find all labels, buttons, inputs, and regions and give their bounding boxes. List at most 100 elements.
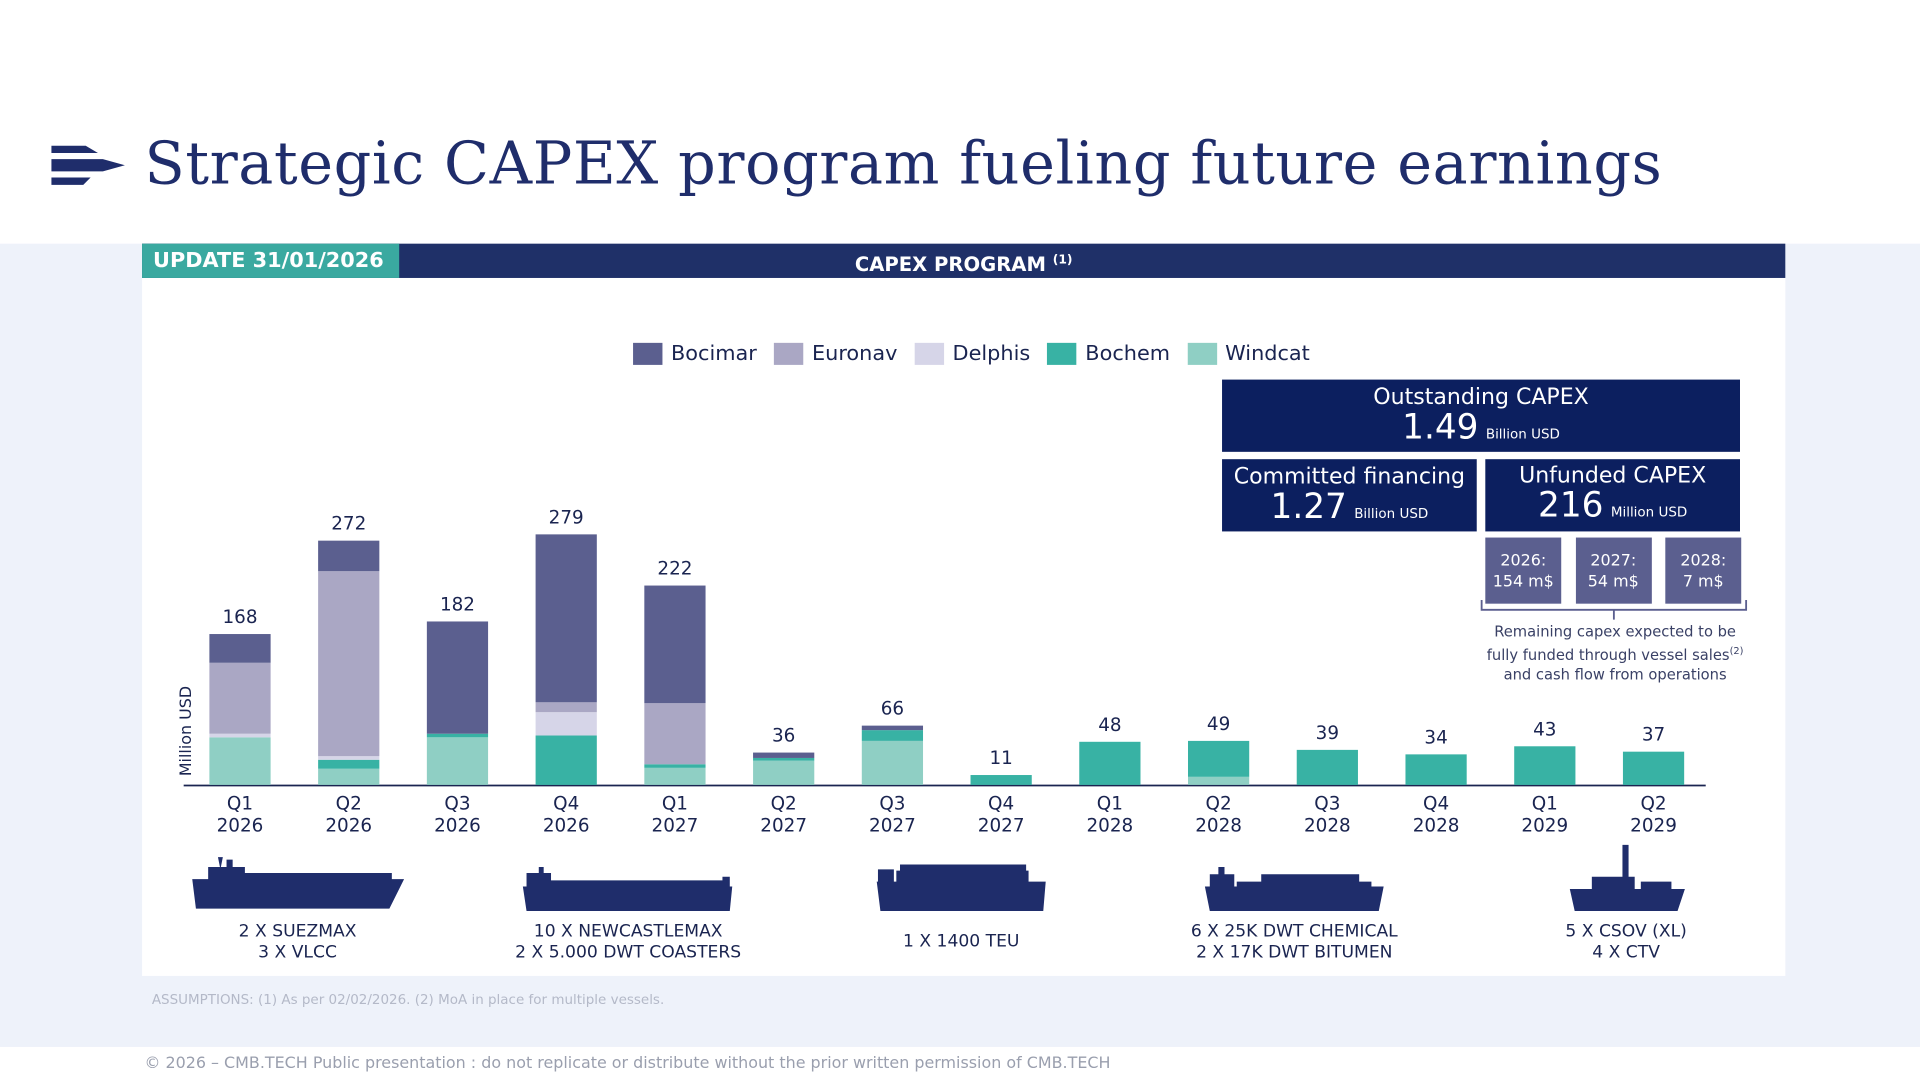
bar-segment [318, 756, 380, 760]
note-sup: (2) [1729, 645, 1744, 657]
year-amount: 54 m$ [1587, 573, 1639, 592]
bar-segment [535, 735, 597, 785]
committed-value: 1.27 [1270, 486, 1347, 527]
outstanding-unit: Billion USD [1485, 426, 1560, 443]
ship-icon [522, 866, 733, 912]
bar-segment [535, 534, 597, 703]
bar-segment [753, 757, 815, 761]
ship-line: 10 X NEWCASTLEMAX [533, 922, 723, 942]
assumptions: ASSUMPTIONS: (1) As per 02/02/2026. (2) … [151, 991, 665, 1008]
ship-caption: 10 X NEWCASTLEMAX 2 X 5.000 DWT COASTERS [469, 922, 787, 964]
bar-segment [1079, 741, 1141, 785]
total-label: 222 [657, 559, 692, 580]
year-label: 2028: [1680, 552, 1727, 571]
legend-swatch [914, 342, 944, 365]
x-tick-label: Q4 2028 [1412, 792, 1460, 837]
logo [51, 145, 125, 185]
legend-label: Bochem [1085, 341, 1171, 367]
bar-segment [209, 737, 271, 785]
x-tick-label: Q1 2026 [216, 792, 264, 837]
bar-segment [426, 737, 489, 785]
bracket [1480, 600, 1748, 620]
ship-line: 2 X 5.000 DWT COASTERS [515, 942, 742, 963]
total-label: 34 [1424, 727, 1447, 748]
legend-item: Bochem [1047, 342, 1170, 366]
ship-line: 2 X 17K DWT BITUMEN [1196, 942, 1393, 963]
ship-line: 1 X 1400 TEU [902, 931, 1020, 952]
bar-segment [970, 775, 1032, 785]
unfunded-value: 216 [1538, 484, 1604, 526]
year-label: 2027: [1590, 552, 1637, 571]
x-tick-label: Q1 2029 [1521, 792, 1569, 837]
x-tick-label: Q1 2027 [651, 792, 699, 837]
ship-caption: 5 X CSOV (XL) 4 X CTV [1467, 922, 1785, 964]
ship-icons [192, 844, 1685, 912]
bar-segment [644, 767, 706, 785]
bar-segment [644, 764, 706, 768]
x-tick-label: Q3 2028 [1303, 792, 1351, 837]
legend-label: Euronav [811, 341, 898, 367]
committed-label: Committed financing [1233, 464, 1466, 490]
bar-segment [861, 725, 924, 731]
bar-segment [861, 730, 924, 741]
bar-segment [318, 571, 380, 757]
bar-segment [753, 752, 815, 758]
committed-box: Committed financing 1.27 Billion USD [1222, 459, 1477, 532]
year-label: 2026: [1500, 552, 1547, 571]
ship-caption: 1 X 1400 TEU [802, 932, 1120, 953]
outstanding-label: Outstanding CAPEX [1373, 384, 1589, 411]
x-tick-label: Q2 2029 [1630, 792, 1677, 837]
legend-item: Bocimar [633, 342, 757, 366]
total-label: 43 [1533, 719, 1556, 740]
bar-segment [426, 733, 489, 738]
year-box: 2026: 154 m$ [1485, 537, 1562, 604]
total-label: 279 [549, 507, 584, 528]
unfunded-box: Unfunded CAPEX 216 Million USD [1485, 459, 1741, 532]
bar-segment [318, 768, 380, 785]
note: Remaining capex expected to be fully fun… [1480, 622, 1749, 684]
legend-label: Windcat [1225, 341, 1310, 367]
ship-line: 2 X SUEZMAX [238, 922, 357, 942]
ship-line: 3 X VLCC [258, 942, 337, 963]
update-badge: UPDATE 31/01/2026 [142, 243, 400, 278]
total-label: 37 [1642, 725, 1665, 746]
bar-segment [1622, 751, 1685, 785]
bar-segment [318, 540, 380, 572]
ship-icon [192, 857, 405, 909]
note-text: and cash flow from operations [1503, 666, 1727, 684]
bar-segment [1514, 746, 1576, 785]
total-label: 168 [222, 607, 257, 628]
legend-label: Delphis [952, 341, 1031, 367]
unfunded-unit: Million USD [1610, 504, 1688, 521]
ship-line: 4 X CTV [1592, 942, 1660, 963]
chart: Million USD 168 272 182 279 222 36 66 11 48 49 39 3… [176, 507, 1706, 787]
legend: Bocimar Euronav Delphis Bochem Windcat [633, 342, 1327, 366]
bar-segment [426, 621, 489, 734]
bar-segment [1188, 776, 1250, 785]
bar-segment [1405, 754, 1467, 785]
year-amount: 154 m$ [1492, 573, 1554, 592]
x-tick-label: Q1 2028 [1086, 792, 1134, 837]
year-box: 2028: 7 m$ [1665, 537, 1742, 604]
ship-line: 5 X CSOV (XL) [1565, 922, 1687, 942]
section-sup: (1) [1052, 253, 1073, 267]
bar-segment [209, 733, 271, 738]
total-label: 182 [440, 594, 475, 615]
y-axis-label: Million USD [176, 686, 195, 776]
year-box: 2027: 54 m$ [1575, 537, 1652, 604]
footer: © 2026 – CMB.TECH Public presentation : … [144, 1054, 1111, 1073]
section-title: CAPEX PROGRAM [854, 252, 1046, 276]
total-label: 48 [1098, 715, 1121, 736]
bar-segment [535, 702, 597, 713]
legend-swatch [774, 342, 804, 365]
legend-item: Delphis [914, 341, 1031, 367]
legend-item: Windcat [1187, 342, 1310, 366]
ship-icon [1569, 844, 1685, 912]
note-text: Remaining capex expected to be fully fun… [1486, 623, 1736, 664]
legend-label: Bocimar [671, 341, 757, 367]
outstanding-value: 1.49 [1402, 406, 1479, 447]
total-label: 49 [1207, 714, 1230, 735]
committed-unit: Billion USD [1354, 505, 1429, 522]
total-label: 39 [1316, 723, 1339, 744]
